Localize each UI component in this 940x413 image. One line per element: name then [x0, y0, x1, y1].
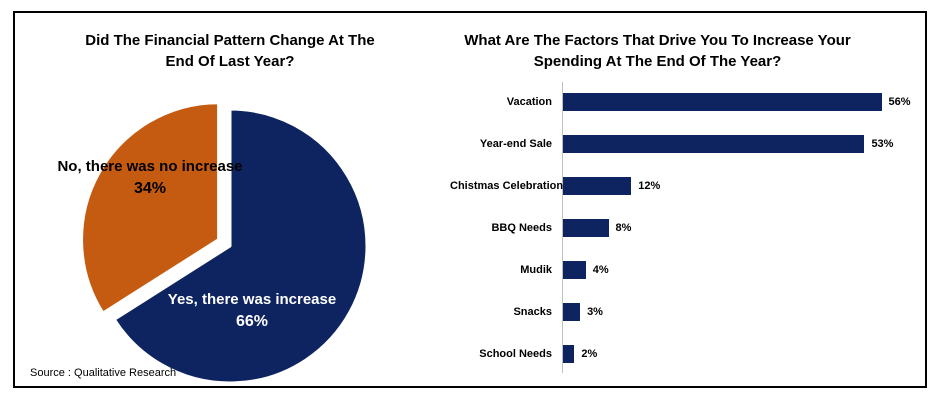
- bar-row: Snacks 3%: [450, 291, 927, 333]
- pie-chart: [80, 101, 369, 385]
- bar-title-line-2: Spending At The End Of The Year?: [533, 53, 782, 70]
- bar-category-label: Mudik: [520, 264, 552, 276]
- bar-track: 3%: [563, 291, 927, 333]
- bar-row: Vacation 56%: [450, 81, 927, 123]
- bar-track: 53%: [563, 123, 927, 165]
- bar-track: 4%: [563, 249, 927, 291]
- bar-category-label: Chistmas Celebration: [450, 180, 564, 192]
- pie-slice-label-yes: Yes, there was increase 66%: [142, 289, 362, 333]
- bar-title-line-1: What Are The Factors That Drive You To I…: [464, 32, 851, 49]
- pie-slice-label-no: No, there was no increase 34%: [35, 156, 265, 200]
- bar-value-label: 3%: [587, 306, 603, 318]
- bar-category-label: Year-end Sale: [479, 138, 552, 150]
- bar-row: Year-end Sale 53%: [450, 123, 927, 165]
- bar-value-label: 53%: [871, 138, 894, 150]
- bar-category-label: Snacks: [513, 306, 552, 318]
- pie-slice-no-percent: 34%: [133, 180, 167, 197]
- bar-row: School Needs 2%: [450, 333, 927, 375]
- bar-row: BBQ Needs 8%: [450, 207, 927, 249]
- pie-slice-yes-percent: 66%: [235, 313, 269, 330]
- bar-category-label: School Needs: [479, 348, 552, 360]
- pie-chart-title: Did The Financial Pattern Change At The E…: [25, 30, 435, 72]
- bar-track: 56%: [563, 81, 927, 123]
- bar-chart-axis-line: [562, 82, 563, 373]
- bar-track: 8%: [563, 207, 927, 249]
- bar-value-label: 2%: [581, 348, 598, 360]
- pie-slice-yes: [112, 107, 369, 385]
- bar: [563, 135, 865, 153]
- pie-title-line-2: End Of Last Year?: [165, 53, 295, 70]
- bar: [563, 345, 575, 363]
- bar-track: 2%: [563, 333, 927, 375]
- bar-row: Chistmas Celebration 12%: [450, 165, 927, 207]
- pie-slice-yes-text: Yes, there was increase: [167, 291, 337, 308]
- bar: [563, 219, 609, 237]
- bar-value-label: 12%: [638, 180, 661, 192]
- pie-slice-no: [80, 101, 221, 315]
- bar-track: 12%: [563, 165, 927, 207]
- pie-slice-no-text: No, there was no increase: [57, 158, 243, 175]
- bar: [563, 177, 632, 195]
- bar-chart-title: What Are The Factors That Drive You To I…: [450, 30, 865, 72]
- source-note: Source : Qualitative Research: [30, 367, 177, 379]
- bar-chart-plot: Vacation 56% Year-end Sale 53% Chistmas Cele…: [450, 81, 927, 375]
- bar-value-label: 8%: [615, 222, 632, 234]
- bar: [563, 261, 586, 279]
- bar-category-label: BBQ Needs: [491, 222, 552, 234]
- bar-value-label: 56%: [888, 96, 911, 108]
- bar-row: Mudik 4%: [450, 249, 927, 291]
- bar-category-label: Vacation: [506, 96, 552, 108]
- bar: [563, 303, 581, 321]
- bar-value-label: 4%: [592, 264, 609, 276]
- pie-title-line-1: Did The Financial Pattern Change At The: [85, 32, 375, 49]
- bar: [563, 93, 882, 111]
